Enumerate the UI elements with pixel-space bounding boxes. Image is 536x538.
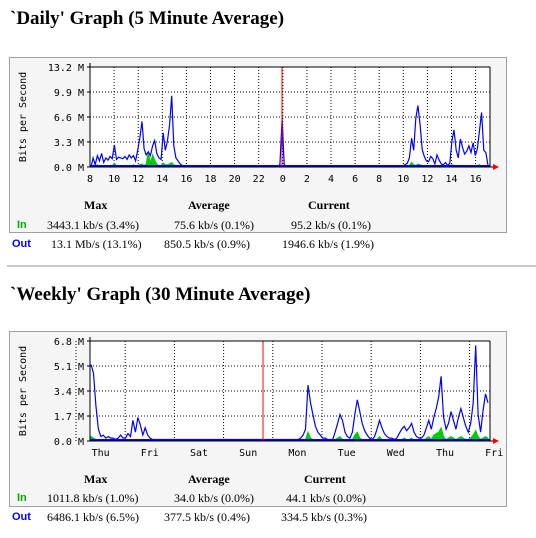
x-tick-label: 14	[445, 174, 457, 185]
x-tick-label: 18	[204, 174, 216, 185]
x-tick-label: Fri	[141, 448, 159, 459]
x-tick-label: 8	[376, 174, 382, 185]
stats-out-label: Out	[12, 511, 31, 523]
y-tick-label: 3.3 M	[54, 138, 84, 149]
x-axis-arrow-icon	[493, 438, 499, 444]
y-axis-label: Bits per Second	[18, 72, 29, 162]
x-tick-label: 6	[352, 174, 358, 185]
stats-out-average: 850.5 kb/s (0.9%)	[164, 237, 250, 251]
y-tick-label: 0.0 M	[54, 163, 84, 174]
x-tick-label: 16	[180, 174, 192, 185]
y-tick-label: 6.6 M	[54, 113, 84, 124]
x-axis-arrow-icon	[493, 164, 499, 170]
weekly-chart-svg: Bits per Second 0.0 M 1.7 M 3.4 M 5.1 M 6.8 M…	[9, 331, 507, 507]
x-tick-label: 22	[253, 174, 265, 185]
stats-out-average: 377.5 kb/s (0.4%)	[164, 510, 250, 524]
y-tick-label: 9.9 M	[54, 88, 84, 99]
x-tick-label: 10	[108, 174, 120, 185]
x-tick-label: Thu	[436, 448, 454, 459]
x-tick-label: 4	[328, 174, 334, 185]
stats-out-max: 13.1 Mb/s (13.1%)	[51, 237, 142, 251]
x-tick-label: Wed	[387, 448, 405, 459]
stats-in-label: In	[17, 219, 27, 231]
stats-out-current: 1946.6 kb/s (1.9%)	[282, 237, 374, 251]
stats-in-current: 95.2 kb/s (0.1%)	[291, 218, 371, 232]
section-divider	[7, 265, 536, 267]
x-tick-label: Sat	[190, 448, 208, 459]
stats-in-average: 34.0 kb/s (0.0%)	[174, 491, 254, 505]
stats-in-current: 44.1 kb/s (0.0%)	[286, 491, 366, 505]
x-tick-label: Sun	[239, 448, 257, 459]
stats-header-current: Current	[308, 198, 350, 212]
stats-header-max: Max	[84, 472, 108, 486]
stats-in-max: 1011.8 kb/s (1.0%)	[47, 491, 139, 505]
x-tick-label: Tue	[338, 448, 356, 459]
stats-header-average: Average	[188, 472, 230, 486]
daily-traffic-chart: Bits per Second 0.0 M 3.3 M 6.6 M 9.9 M 13.2 …	[9, 57, 507, 233]
stats-in-max: 3443.1 kb/s (3.4%)	[47, 218, 139, 232]
stats-header-current: Current	[304, 472, 346, 486]
stats-header-max: Max	[84, 198, 108, 212]
stats-out-current: 334.5 kb/s (0.3%)	[281, 510, 367, 524]
y-tick-label: 5.1 M	[54, 362, 84, 373]
weekly-graph-title: `Weekly' Graph (30 Minute Average)	[10, 284, 311, 305]
weekly-traffic-chart: Bits per Second 0.0 M 1.7 M 3.4 M 5.1 M 6.8 M…	[9, 331, 507, 507]
y-tick-label: 0.0 M	[54, 437, 84, 448]
stats-out-max: 6486.1 kb/s (6.5%)	[47, 510, 139, 524]
y-axis-label: Bits per Second	[18, 346, 29, 436]
x-tick-label: Thu	[92, 448, 110, 459]
stats-out-label: Out	[12, 238, 31, 250]
x-tick-label: 8	[87, 174, 93, 185]
x-tick-label: 0	[280, 174, 286, 185]
y-tick-label: 3.4 M	[54, 387, 84, 398]
stats-in-label: In	[17, 492, 27, 504]
x-tick-label: 10	[397, 174, 409, 185]
stats-in-average: 75.6 kb/s (0.1%)	[174, 218, 254, 232]
stats-header-average: Average	[188, 198, 230, 212]
x-tick-label: Fri	[485, 448, 503, 459]
y-tick-label: 1.7 M	[54, 412, 84, 423]
y-tick-label: 13.2 M	[48, 63, 84, 74]
x-tick-label: Mon	[288, 448, 306, 459]
x-tick-label: 14	[156, 174, 168, 185]
y-tick-label: 6.8 M	[54, 337, 84, 348]
x-tick-label: 12	[421, 174, 433, 185]
x-tick-label: 12	[132, 174, 144, 185]
x-tick-label: 16	[470, 174, 482, 185]
x-tick-label: 2	[304, 174, 310, 185]
daily-graph-title: `Daily' Graph (5 Minute Average)	[10, 8, 285, 29]
daily-chart-svg: Bits per Second 0.0 M 3.3 M 6.6 M 9.9 M 13.2 …	[9, 57, 507, 233]
x-tick-label: 20	[229, 174, 241, 185]
